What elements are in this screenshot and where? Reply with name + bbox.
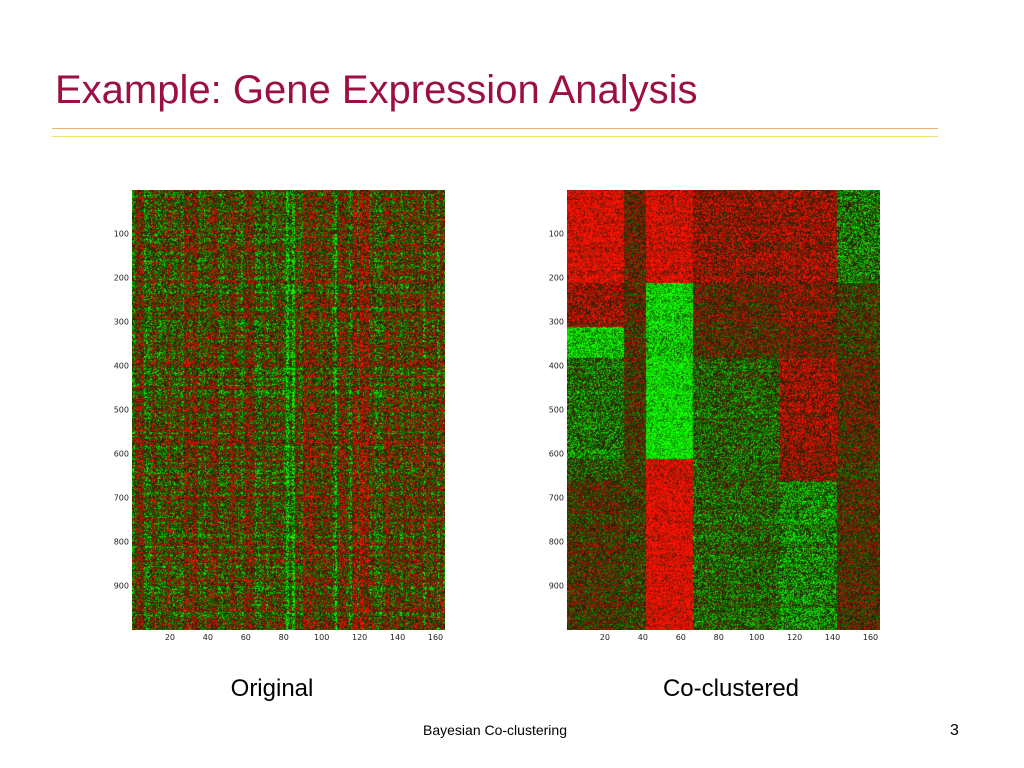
y-tick-label: 300: [548, 317, 564, 327]
x-axis-ticks: 20 40 60 80 100 120 140 160: [132, 632, 445, 646]
y-tick-label: 200: [113, 273, 129, 283]
heatmap-panel-coclustered: 100 200 300 400 500 600 700 800 900 20 40 60 80 100 1…: [540, 185, 885, 650]
heatmap-original: [132, 190, 445, 630]
page-number: 3: [950, 722, 959, 739]
y-tick-label: 100: [548, 229, 564, 239]
y-tick-label: 500: [113, 405, 129, 415]
y-tick-label: 900: [548, 581, 564, 591]
x-tick-label: 160: [862, 633, 879, 642]
y-tick-label: 400: [548, 361, 564, 371]
heatmap-coclustered: [567, 190, 880, 630]
x-tick-label: 40: [637, 633, 648, 642]
y-tick-label: 400: [113, 361, 129, 371]
x-tick-label: 160: [427, 633, 444, 642]
x-tick-label: 100: [314, 633, 330, 642]
y-tick-label: 300: [113, 317, 129, 327]
x-tick-label: 60: [240, 633, 251, 642]
caption-original: Original: [230, 675, 314, 702]
x-tick-label: 20: [164, 633, 176, 642]
caption-coclustered: Co-clustered: [662, 675, 800, 702]
heatmap-panel-original: 100 200 300 400 500 600 700 800 900 20 40 60 80 100 1…: [105, 185, 450, 650]
y-tick-label: 600: [548, 449, 564, 459]
y-tick-label: 800: [113, 537, 129, 547]
slide-title: Example: Gene Expression Analysis: [55, 68, 698, 112]
x-tick-label: 120: [786, 633, 803, 642]
x-tick-label: 100: [749, 633, 765, 642]
y-tick-label: 700: [548, 493, 564, 503]
title-rule-top: [52, 128, 938, 129]
y-tick-label: 500: [548, 405, 564, 415]
title-rule-bottom: [52, 136, 938, 137]
x-tick-label: 20: [599, 633, 611, 642]
y-tick-label: 700: [113, 493, 129, 503]
footer-text: Bayesian Co-clustering: [423, 722, 567, 738]
x-tick-label: 40: [202, 633, 213, 642]
x-tick-label: 80: [713, 633, 724, 642]
y-axis-ticks: 100 200 300 400 500 600 700 800 900: [105, 190, 130, 630]
x-axis-ticks: 20 40 60 80 100 120 140 160: [567, 632, 880, 646]
x-tick-label: 140: [389, 633, 406, 642]
x-tick-label: 60: [675, 633, 686, 642]
y-tick-label: 800: [548, 537, 564, 547]
x-tick-label: 140: [824, 633, 841, 642]
y-axis-ticks: 100 200 300 400 500 600 700 800 900: [540, 190, 565, 630]
y-tick-label: 200: [548, 273, 564, 283]
x-tick-label: 80: [278, 633, 289, 642]
y-tick-label: 900: [113, 581, 129, 591]
x-tick-label: 120: [351, 633, 368, 642]
y-tick-label: 600: [113, 449, 129, 459]
y-tick-label: 100: [113, 229, 129, 239]
